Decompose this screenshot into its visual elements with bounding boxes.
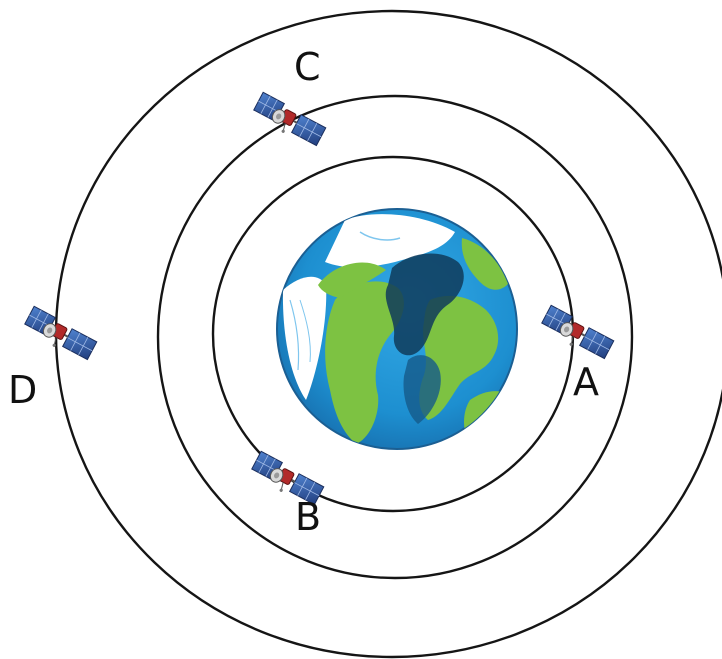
label-b: B xyxy=(295,495,321,539)
label-a: A xyxy=(573,360,599,404)
label-d: D xyxy=(8,368,37,412)
satellite-icon xyxy=(20,305,99,365)
satellite-icon xyxy=(537,304,616,364)
satellite-icon xyxy=(249,91,328,151)
earth-icon xyxy=(276,208,518,450)
middle-orbit xyxy=(156,94,634,580)
label-c: C xyxy=(294,45,321,89)
